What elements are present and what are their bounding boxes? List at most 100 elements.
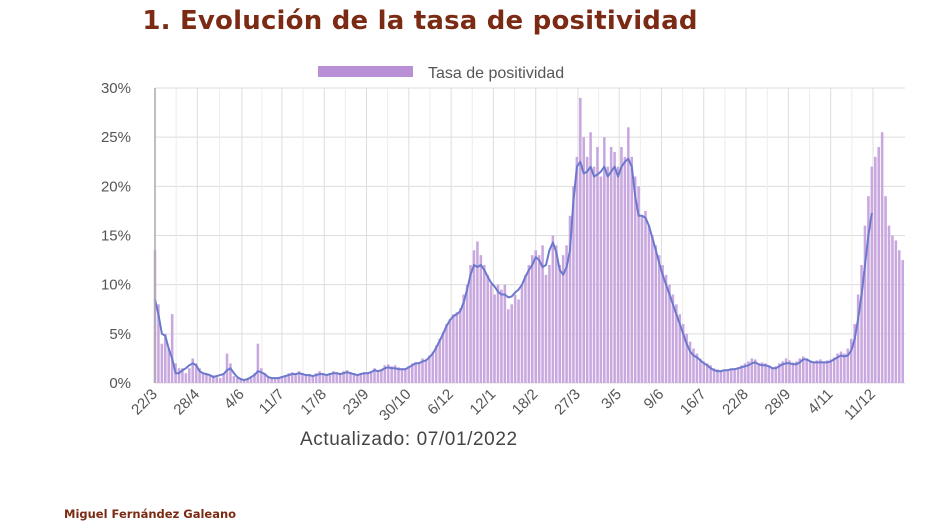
bar [561,255,565,383]
bar [232,376,236,383]
bar [362,372,366,383]
bar [836,353,839,383]
chart: 0% 5% 10% 15% 20% 25% 30% 22/3 28/4 4/6 11/7 17/8 23… [101,65,905,450]
bar [304,374,308,383]
bar [685,333,688,383]
bar [767,365,771,383]
bar [822,361,826,383]
bar [452,314,455,383]
bar [373,368,376,383]
bar [589,132,592,383]
bar [764,363,767,383]
bar [633,176,637,383]
bar [496,284,500,383]
bar [558,265,562,383]
bar [445,324,448,383]
bar [537,255,541,383]
x-tick-label: 28/4 [170,386,203,419]
bar [781,361,784,383]
bar [212,375,215,383]
bar [253,373,256,383]
x-tick-label: 22/3 [128,386,161,419]
bar [520,284,524,383]
bar [321,373,325,383]
x-tick-label: 4/6 [221,386,248,413]
bar [812,361,815,383]
y-tick-label: 10% [101,277,131,294]
bar [438,338,441,383]
bar [788,360,791,383]
bar [417,363,421,383]
x-tick-label: 9/6 [641,386,668,413]
bar [208,375,212,383]
bar [314,373,318,383]
bar [743,363,747,383]
bar [678,314,682,383]
bar [544,274,548,383]
bar [359,373,363,383]
bar [500,289,503,383]
bar [771,367,774,383]
bar [815,360,819,383]
y-tick-label: 15% [101,228,131,245]
bar [414,362,417,383]
bar [733,368,736,383]
bar [839,351,843,383]
bar [592,166,596,383]
bar [469,265,472,383]
x-tick-label: 23/9 [340,386,373,419]
bar [856,294,860,383]
bar [784,358,788,383]
line-series [154,157,873,382]
bar [489,284,493,383]
bar [719,370,723,383]
bar [198,368,201,383]
bar [383,365,387,383]
bar [404,368,407,383]
bar [256,343,260,383]
bar [819,359,822,383]
bar [400,368,404,383]
bar [513,294,517,383]
bar [294,373,297,383]
bar [705,363,709,383]
bar [476,241,479,383]
bar [863,225,867,383]
author-credit: Miguel Fernández Galeano [64,507,237,521]
bar [551,235,555,383]
bar [191,358,195,383]
bar [249,378,253,383]
bar [853,324,856,383]
bar [568,215,572,383]
bar [434,345,438,383]
x-tick-label: 3/5 [598,386,625,413]
bar [726,369,730,383]
slide-title: 1. Evolución de la tasa de positividad [142,6,698,36]
bar [716,369,719,383]
bar [531,255,534,383]
bar [575,156,579,383]
bar [236,378,239,383]
x-tick-label: 16/7 [677,386,710,419]
bar [630,156,634,383]
y-tick-label: 25% [101,129,131,146]
bar [620,147,623,383]
bar [410,363,414,383]
bar [524,274,527,383]
bar [335,372,339,383]
bar [527,265,531,383]
bar [829,359,832,383]
bar [606,166,610,383]
bar [623,156,627,383]
updated-caption: Actualizado: 07/01/2022 [300,429,518,450]
bar [695,353,699,383]
bar [342,371,345,383]
bar [462,294,465,383]
bar [266,377,270,383]
bar [407,366,411,383]
bar [352,373,356,383]
bar [644,210,647,383]
bar [603,137,606,383]
bar [263,373,267,383]
bar [640,215,644,383]
